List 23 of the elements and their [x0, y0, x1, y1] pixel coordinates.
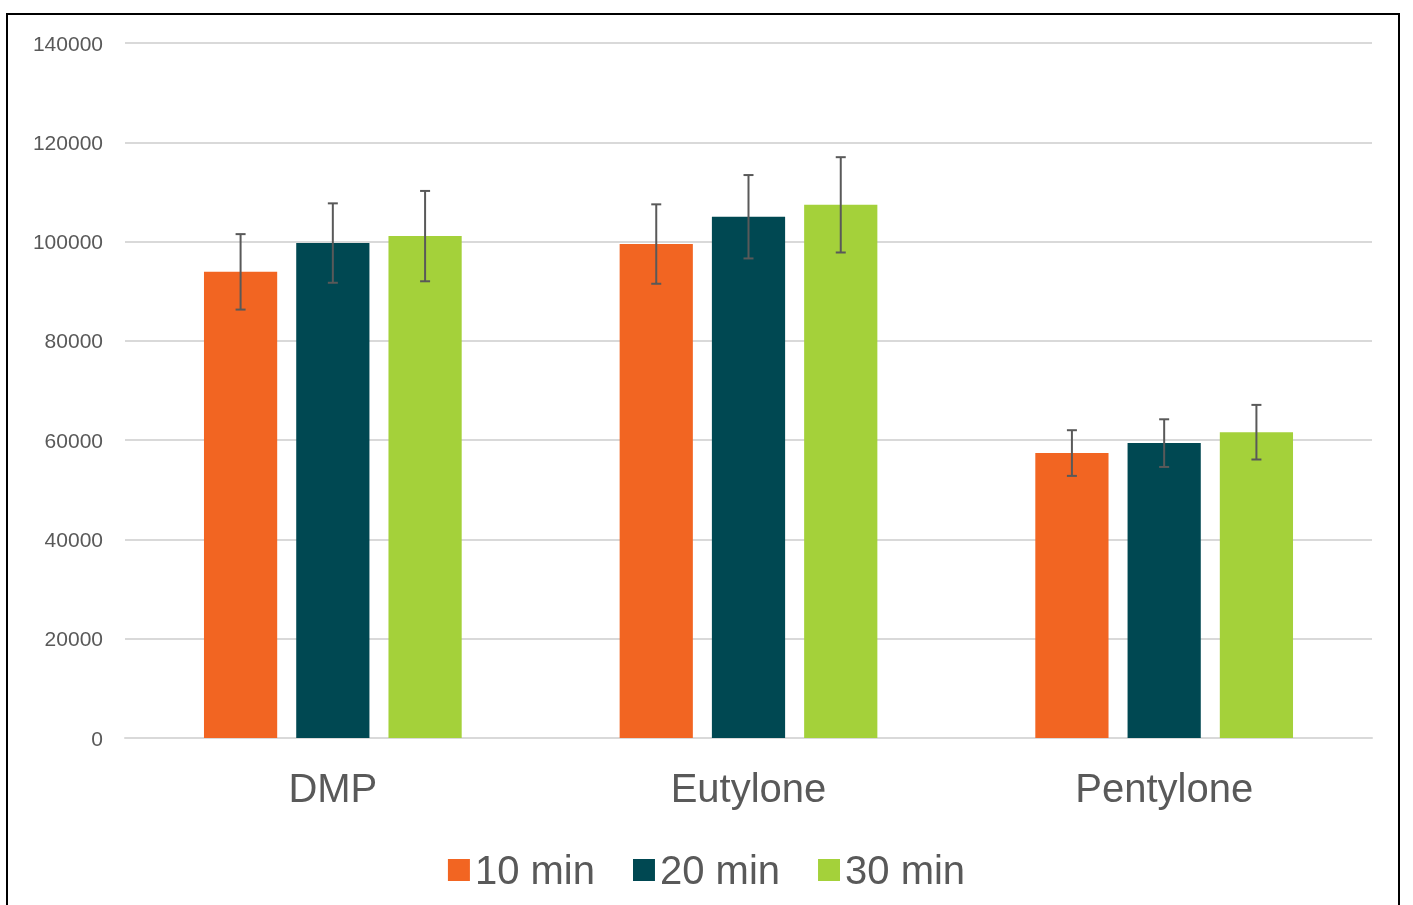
y-tick-label: 20000 [44, 627, 103, 651]
x-tick-label: Pentylone [1075, 766, 1254, 810]
bar [296, 243, 370, 738]
x-tick-label: Eutylone [670, 766, 827, 810]
x-tick-label: DMP [288, 766, 378, 810]
y-tick-label: 40000 [44, 527, 103, 551]
legend-label: 20 min [659, 848, 781, 892]
legend-label: 30 min [845, 848, 966, 892]
legend-label: 10 min [474, 848, 595, 892]
bar [1219, 432, 1294, 738]
y-tick-label: 140000 [32, 31, 103, 55]
bar [804, 204, 878, 738]
bar [711, 216, 786, 738]
y-tick-label: 100000 [32, 230, 103, 254]
bar [203, 271, 278, 738]
y-tick-label: 80000 [44, 329, 103, 353]
bar [1127, 443, 1201, 738]
bar [1035, 453, 1109, 738]
y-tick-label: 120000 [32, 130, 103, 154]
bar [388, 236, 462, 738]
bar [619, 244, 693, 738]
y-tick-label: 60000 [44, 428, 103, 452]
y-tick-label: 0 [91, 726, 103, 750]
